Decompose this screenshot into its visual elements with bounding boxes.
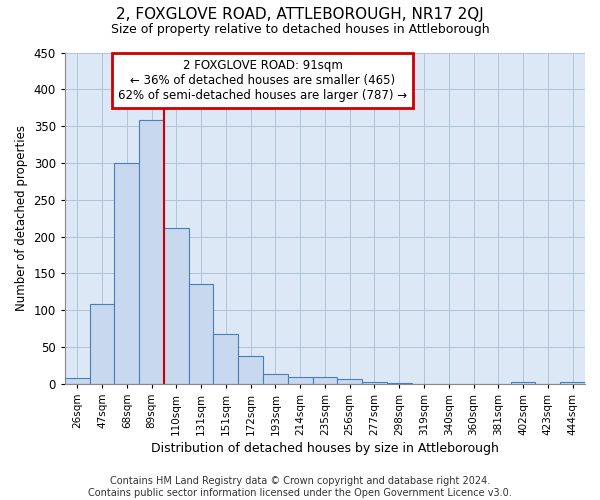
Bar	[188, 284, 214, 384]
Bar	[214, 334, 238, 384]
Bar	[313, 378, 337, 384]
Text: 2, FOXGLOVE ROAD, ATTLEBOROUGH, NR17 2QJ: 2, FOXGLOVE ROAD, ATTLEBOROUGH, NR17 2QJ	[116, 8, 484, 22]
Bar	[89, 304, 115, 384]
Bar	[238, 356, 263, 384]
Text: Size of property relative to detached houses in Attleborough: Size of property relative to detached ho…	[110, 22, 490, 36]
Bar	[337, 380, 362, 384]
Bar	[387, 383, 412, 384]
Text: 2 FOXGLOVE ROAD: 91sqm
← 36% of detached houses are smaller (465)
62% of semi-de: 2 FOXGLOVE ROAD: 91sqm ← 36% of detached…	[118, 59, 407, 102]
Bar	[362, 382, 387, 384]
Text: Contains HM Land Registry data © Crown copyright and database right 2024.
Contai: Contains HM Land Registry data © Crown c…	[88, 476, 512, 498]
Bar	[263, 374, 288, 384]
Bar	[139, 120, 164, 384]
Bar	[560, 382, 585, 384]
Bar	[115, 163, 139, 384]
Bar	[164, 228, 188, 384]
Bar	[65, 378, 89, 384]
Bar	[511, 382, 535, 384]
X-axis label: Distribution of detached houses by size in Attleborough: Distribution of detached houses by size …	[151, 442, 499, 455]
Bar	[288, 376, 313, 384]
Y-axis label: Number of detached properties: Number of detached properties	[15, 125, 28, 311]
